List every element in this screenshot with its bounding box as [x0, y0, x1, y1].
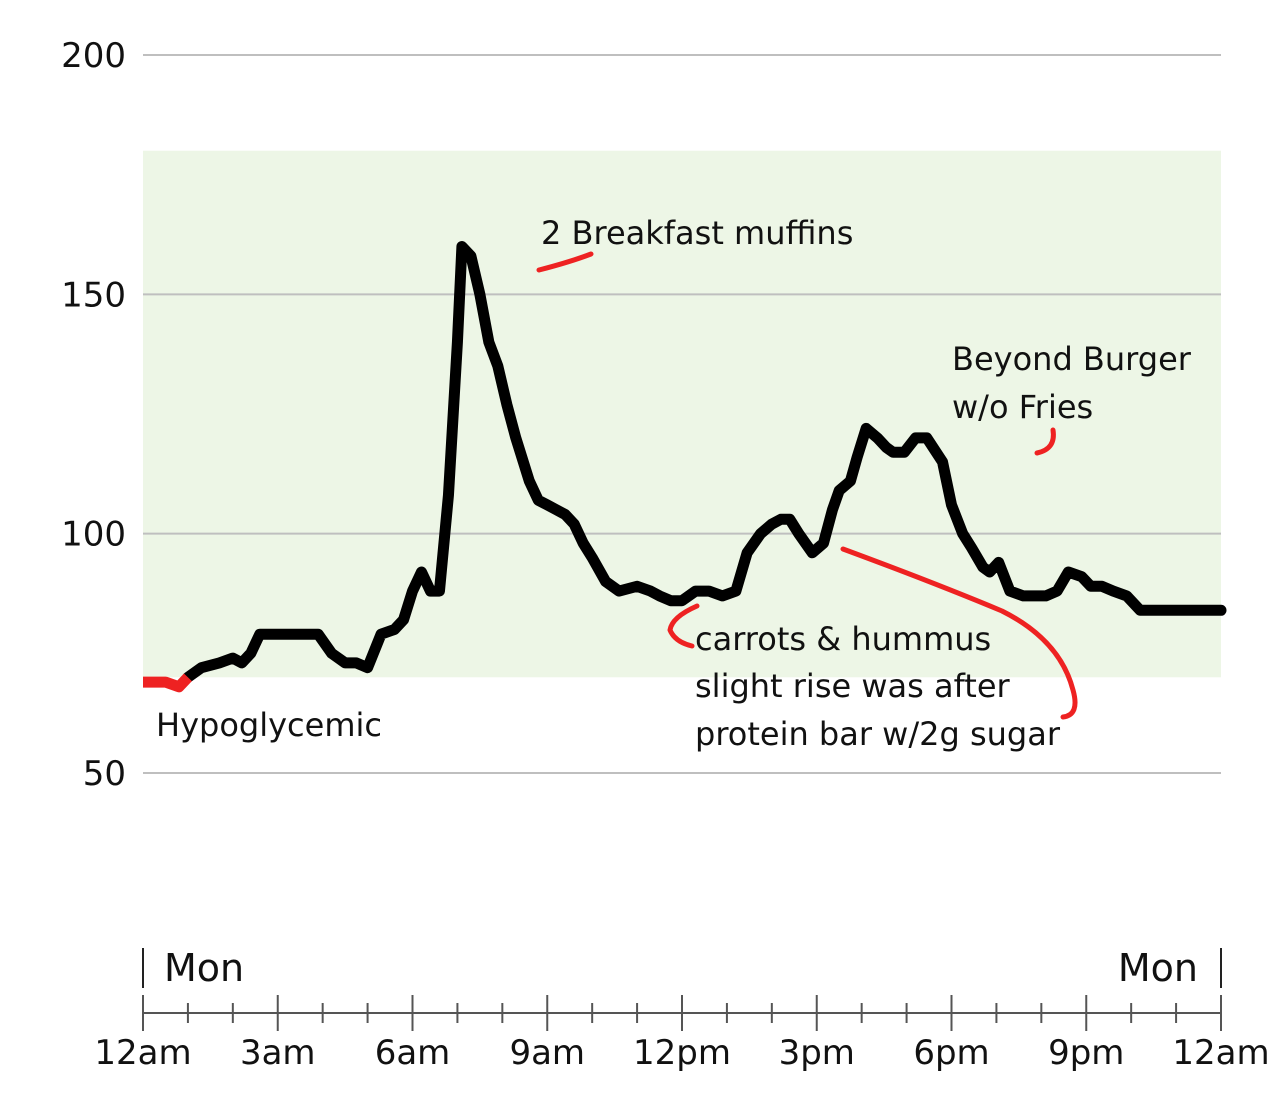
gridlines — [143, 54, 1221, 774]
x-axis — [142, 948, 1222, 1031]
x-tick-label: 12pm — [633, 1033, 731, 1073]
y-tick-label: 200 — [61, 36, 126, 76]
marker-burger — [1034, 427, 1056, 456]
x-tick-label: 9am — [509, 1033, 585, 1073]
day-label-end: Mon — [1118, 946, 1198, 990]
x-tick-label: 3am — [240, 1033, 316, 1073]
day-label-start: Mon — [164, 946, 244, 990]
annotation-hypoglycemic: Hypoglycemic — [156, 706, 382, 744]
x-tick-label: 6pm — [913, 1033, 989, 1073]
annotation-rise-line2: protein bar w/2g sugar — [695, 715, 1061, 753]
annotation-burger-line2: w/o Fries — [952, 388, 1093, 426]
annotation-carrots: carrots & hummus — [695, 620, 991, 658]
marker-breakfast — [536, 251, 594, 273]
y-tick-label: 100 — [61, 515, 126, 555]
marker-rise — [840, 546, 1078, 720]
y-tick-label: 150 — [61, 275, 126, 315]
marker-carrots — [667, 603, 700, 649]
x-tick-label: 12am — [1172, 1033, 1269, 1073]
y-tick-label: 50 — [83, 754, 126, 794]
glucose-line-low — [143, 673, 192, 693]
annotation-markers — [536, 251, 1078, 720]
annotation-burger-line1: Beyond Burger — [952, 340, 1192, 378]
target-range-band — [143, 150, 1221, 678]
x-tick-labels: 12am 3am 6am 9am 12pm 3pm 6pm 9pm 12am — [94, 1033, 1269, 1073]
annotation-rise-line1: slight rise was after — [695, 667, 1011, 705]
x-tick-label: 3pm — [779, 1033, 855, 1073]
annotation-breakfast: 2 Breakfast muffins — [541, 214, 853, 252]
x-tick-label: 6am — [375, 1033, 451, 1073]
glucose-line — [182, 241, 1227, 683]
x-tick-label: 9pm — [1048, 1033, 1124, 1073]
x-tick-label: 12am — [94, 1033, 191, 1073]
